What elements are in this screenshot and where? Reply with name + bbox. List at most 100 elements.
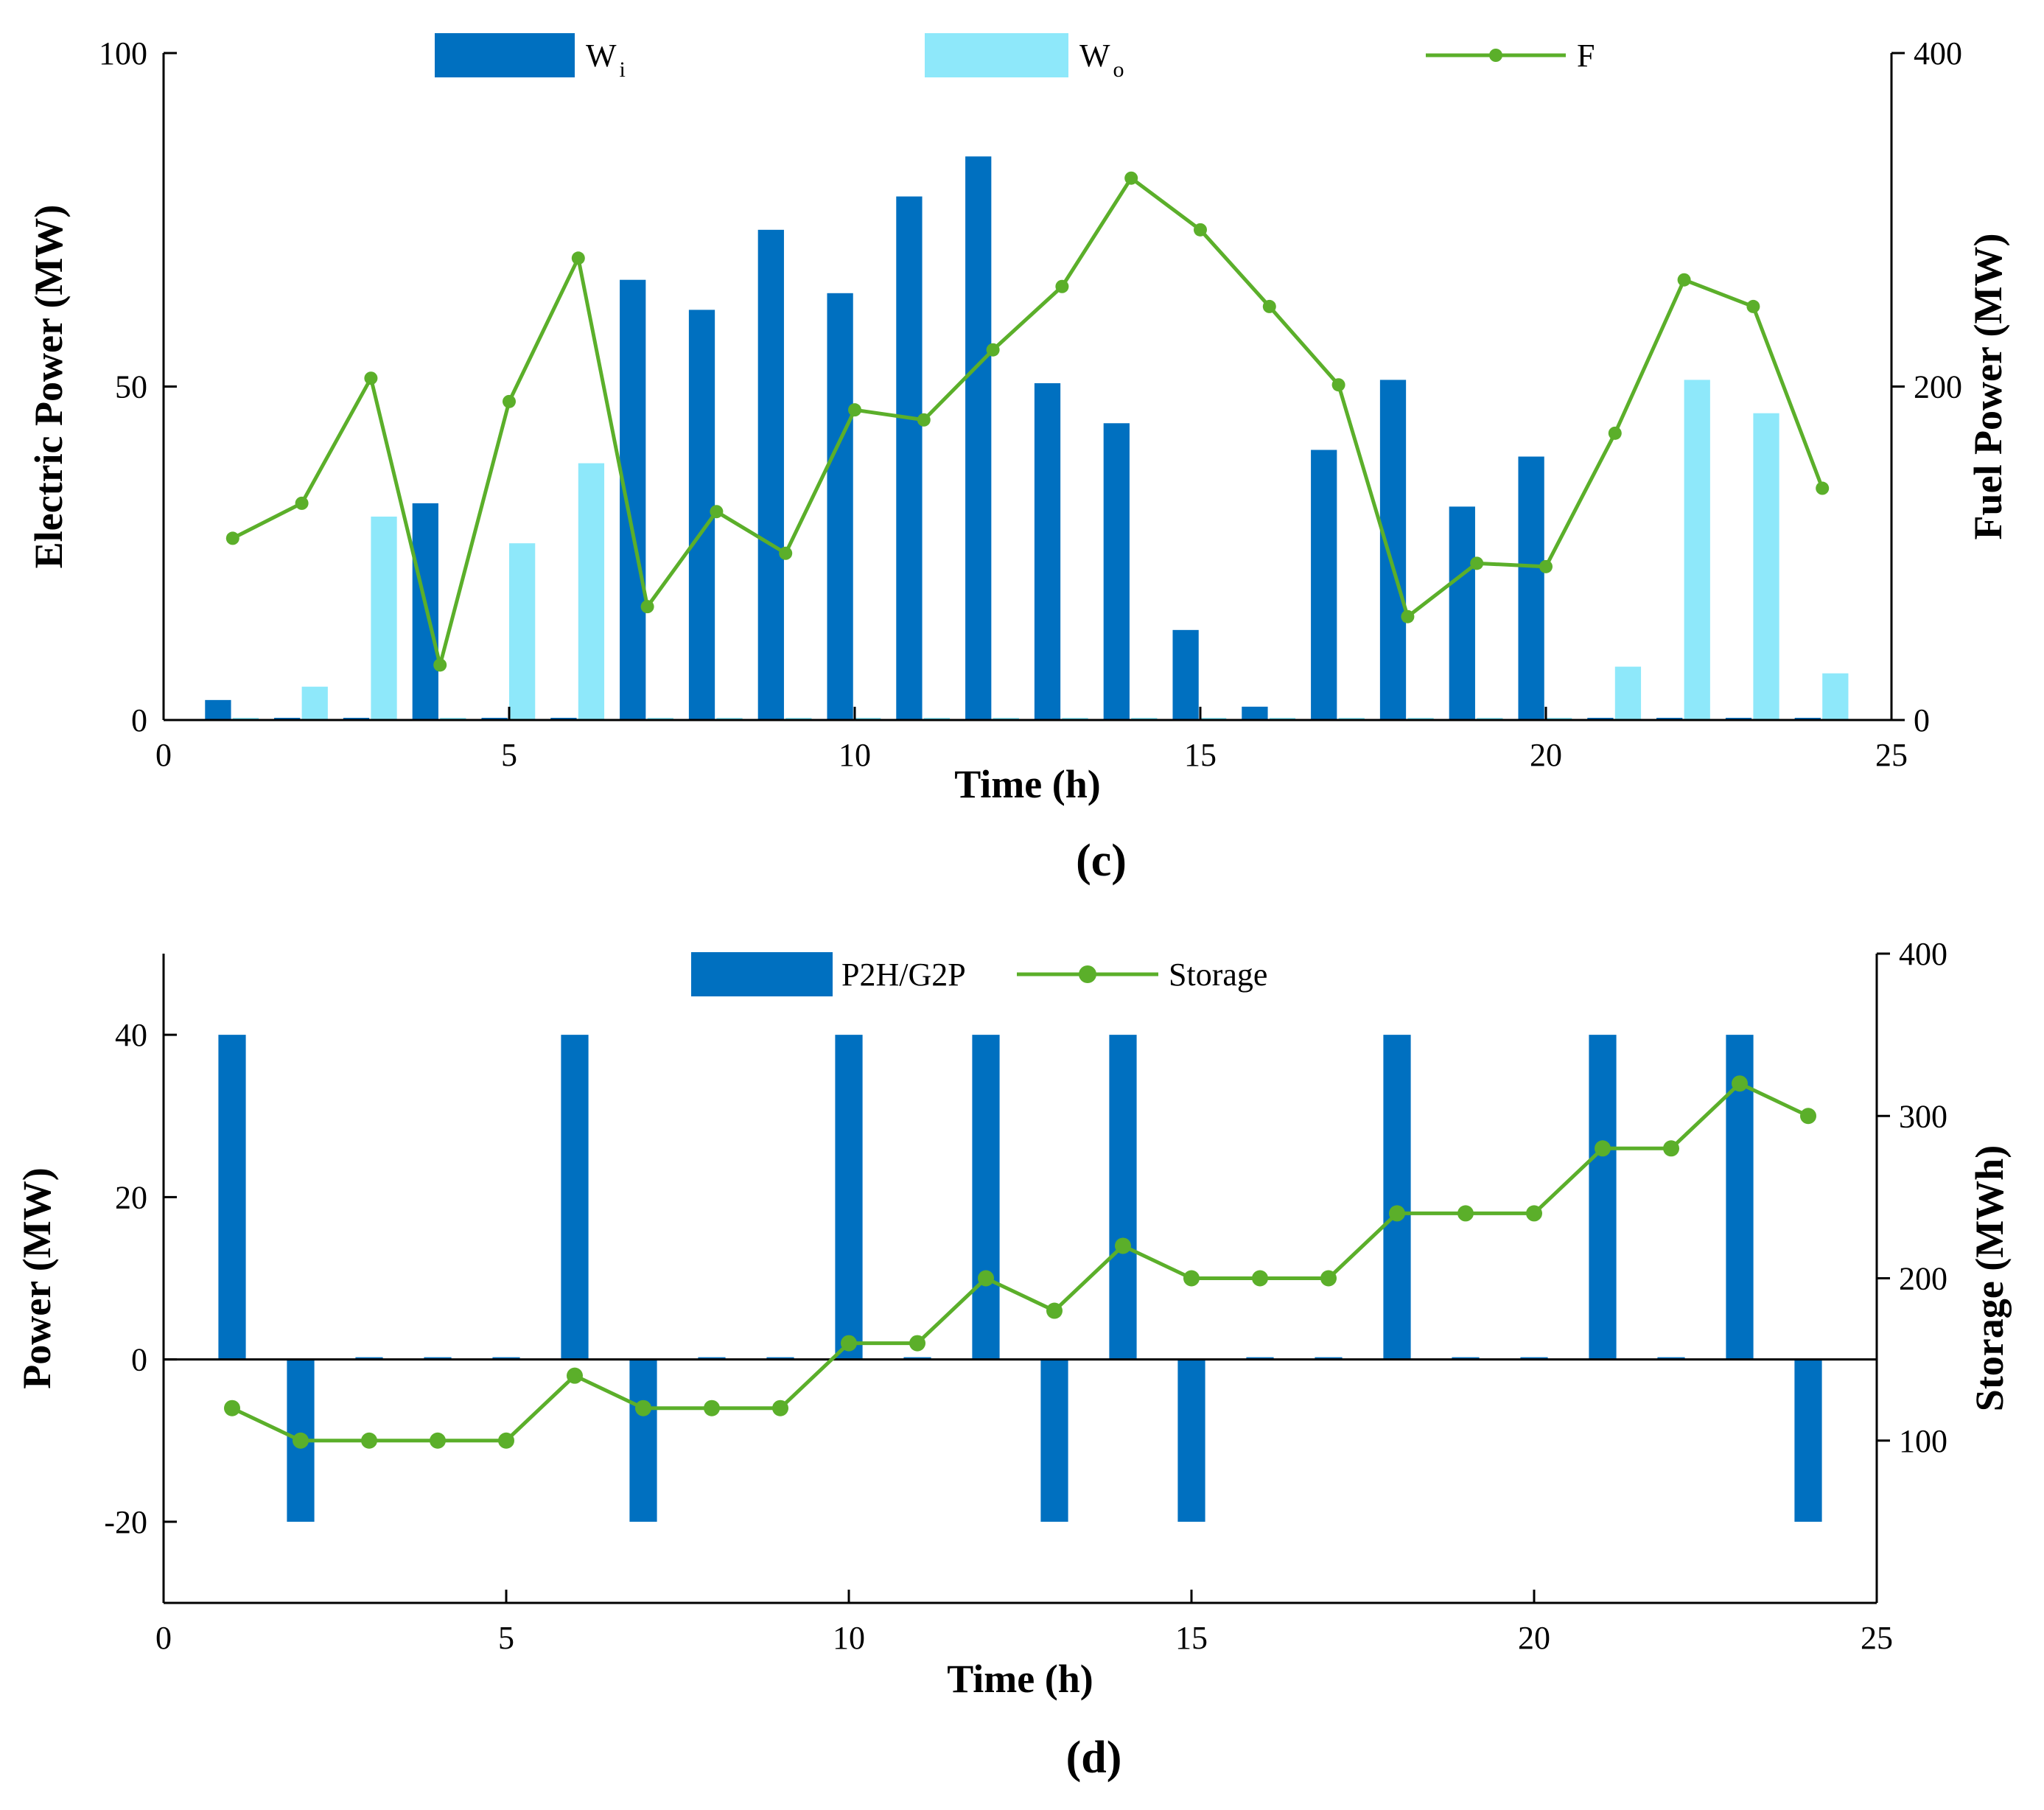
y-tick-label--20: -20	[104, 1504, 147, 1540]
y-tick-label-0: 0	[131, 702, 147, 738]
y2-tick-label-200: 200	[1899, 1261, 1947, 1297]
legend-wi-swatch	[435, 33, 575, 77]
point-storage-10	[841, 1335, 857, 1352]
point-storage-2	[293, 1432, 309, 1449]
bar-wi-12	[965, 156, 992, 720]
bar-wo-3	[371, 516, 397, 720]
x-tick-label-20: 20	[1530, 737, 1562, 773]
point-storage-4	[430, 1432, 446, 1449]
y2-tick-label-200: 200	[1914, 369, 1962, 405]
y-tick-label-40: 40	[115, 1017, 147, 1053]
point-storage-23	[1732, 1075, 1748, 1092]
x-tick-label-10: 10	[839, 737, 871, 773]
x-tick-label-0: 0	[155, 737, 172, 773]
point-f-12	[986, 343, 1000, 357]
legend-f-marker	[1489, 49, 1502, 62]
point-f-14	[1124, 171, 1138, 185]
point-f-11	[917, 413, 931, 427]
point-f-4	[433, 658, 447, 672]
point-f-24	[1816, 481, 1830, 495]
point-storage-20	[1526, 1205, 1542, 1222]
point-storage-11	[909, 1335, 925, 1352]
point-f-7	[640, 600, 654, 614]
point-storage-18	[1389, 1205, 1405, 1222]
point-storage-5	[498, 1432, 514, 1449]
point-storage-24	[1800, 1108, 1816, 1125]
bar-p2hg2p-10	[835, 1035, 863, 1360]
bar-p2hg2p-14	[1109, 1035, 1137, 1360]
bar-wi-17	[1311, 450, 1337, 720]
y2-tick-label-0: 0	[1914, 702, 1930, 738]
bar-wi-16	[1242, 706, 1268, 720]
point-storage-8	[704, 1400, 720, 1416]
bar-p2hg2p-18	[1383, 1035, 1411, 1360]
x-tick-label-5: 5	[501, 737, 517, 773]
bar-wo-2	[301, 686, 328, 720]
legend-storage-marker	[1079, 965, 1096, 983]
x-axis-label: Time (h)	[947, 1657, 1093, 1701]
y2-axis-label: Fuel Power (MW)	[1966, 234, 2010, 540]
bar-p2hg2p-12	[972, 1035, 1000, 1360]
panel-label: (c)	[1076, 836, 1127, 886]
y-axis-label: Power (MW)	[15, 1167, 59, 1388]
line-storage	[231, 1081, 1810, 1443]
point-storage-21	[1595, 1140, 1611, 1157]
bar-wi-10	[827, 293, 853, 720]
bar-wi-13	[1034, 382, 1061, 720]
bar-p2hg2p-13	[1040, 1359, 1068, 1522]
point-f-23	[1746, 299, 1760, 313]
line-f	[231, 176, 1824, 667]
bar-wi-9	[757, 229, 784, 720]
y-axis-label: Electric Power (MW)	[27, 205, 71, 569]
point-storage-1	[224, 1400, 240, 1416]
bar-wi-7	[620, 279, 646, 720]
legend-wi-subscript: i	[620, 57, 626, 82]
point-f-2	[295, 496, 309, 510]
point-f-1	[225, 531, 239, 545]
y2-tick-label-100: 100	[1899, 1423, 1947, 1459]
legend-f-label: F	[1577, 38, 1595, 74]
point-storage-12	[978, 1270, 994, 1287]
point-storage-17	[1320, 1270, 1337, 1287]
x-tick-label-20: 20	[1518, 1620, 1550, 1656]
x-tick-label-10: 10	[833, 1620, 865, 1656]
legend-wo-subscript: o	[1113, 57, 1124, 82]
y-tick-label-0: 0	[131, 1342, 147, 1378]
point-f-16	[1262, 299, 1276, 313]
bar-wi-18	[1379, 380, 1407, 720]
point-f-8	[710, 505, 724, 519]
point-storage-22	[1663, 1140, 1679, 1157]
point-storage-13	[1046, 1302, 1063, 1319]
bar-wo-24	[1822, 673, 1849, 720]
point-storage-14	[1115, 1237, 1131, 1254]
point-f-17	[1331, 378, 1345, 392]
point-f-20	[1539, 559, 1553, 573]
legend-p2hg2p-label: P2H/G2P	[841, 957, 966, 993]
bar-p2hg2p-6	[561, 1035, 589, 1360]
bar-wi-20	[1518, 456, 1544, 720]
y-tick-label-50: 50	[115, 369, 147, 405]
point-storage-15	[1183, 1270, 1200, 1287]
x-tick-label-15: 15	[1184, 737, 1217, 773]
y2-tick-label-300: 300	[1899, 1098, 1947, 1134]
x-tick-label-0: 0	[155, 1620, 172, 1656]
legend-p2hg2p-swatch	[691, 952, 833, 996]
bar-wi-19	[1449, 506, 1475, 720]
bar-p2hg2p-7	[629, 1359, 657, 1522]
point-f-22	[1677, 273, 1691, 287]
y2-tick-label-400: 400	[1914, 35, 1962, 71]
point-storage-6	[567, 1367, 583, 1384]
point-f-19	[1470, 556, 1484, 570]
bar-wi-14	[1103, 423, 1130, 720]
panel-label: (d)	[1066, 1733, 1122, 1783]
point-f-21	[1608, 426, 1622, 440]
point-f-6	[571, 251, 585, 265]
y-tick-label-20: 20	[115, 1179, 147, 1215]
bar-p2hg2p-21	[1589, 1035, 1617, 1360]
bar-wo-22	[1684, 380, 1710, 720]
point-f-10	[848, 403, 861, 417]
bar-wo-6	[578, 463, 605, 720]
